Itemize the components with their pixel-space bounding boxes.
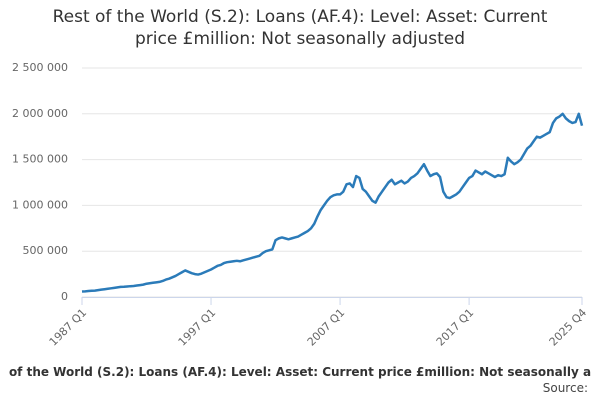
y-tick-label: 1 000 000 — [12, 198, 68, 211]
y-tick-label: 2 000 000 — [12, 107, 68, 120]
chart-title: Rest of the World (S.2): Loans (AF.4): L… — [53, 7, 548, 27]
x-tick-label: 1987 Q1 — [47, 306, 90, 349]
x-tick-label: 2007 Q1 — [305, 306, 348, 349]
source: Source: — [543, 381, 588, 395]
chart-title: price £million: Not seasonally adjusted — [135, 29, 465, 49]
caption: of the World (S.2): Loans (AF.4): Level:… — [9, 365, 591, 379]
x-tick-label: 1997 Q1 — [176, 306, 219, 349]
data-line — [81, 112, 584, 293]
y-tick-label: 2 500 000 — [12, 61, 68, 74]
x-tick-label: 2025 Q4 — [547, 306, 590, 349]
y-tick-label: 0 — [61, 290, 68, 303]
y-tick-label: 500 000 — [23, 244, 69, 257]
x-tick-label: 2017 Q1 — [434, 306, 477, 349]
y-tick-label: 1 500 000 — [12, 153, 68, 166]
